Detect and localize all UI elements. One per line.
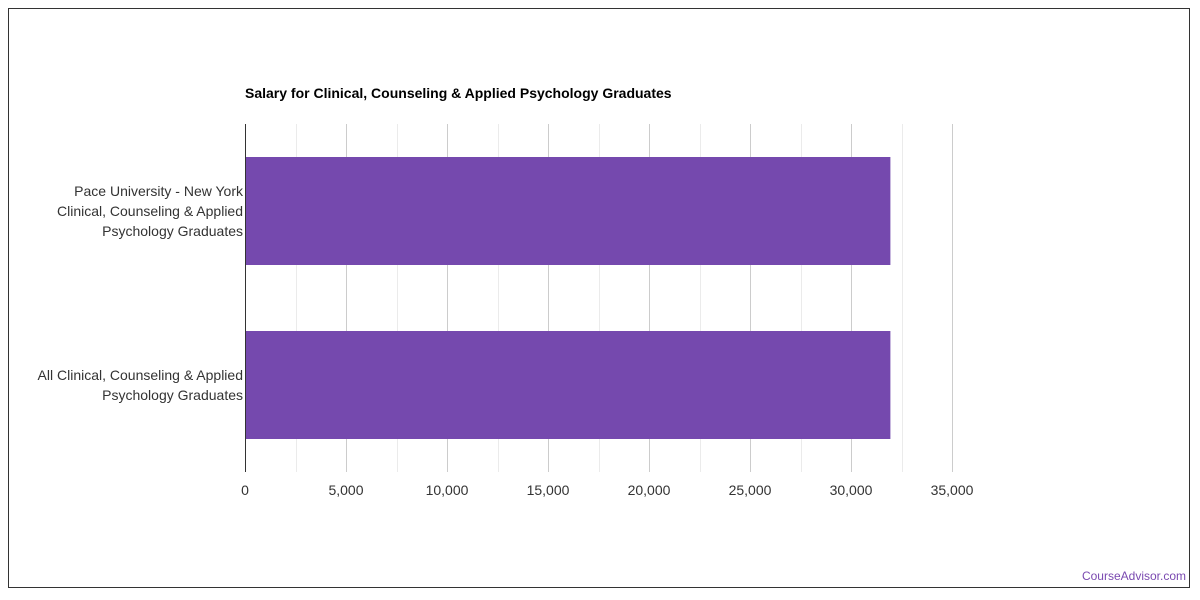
- x-tick-label: 5,000: [328, 482, 363, 498]
- bar-0[interactable]: [245, 157, 891, 265]
- x-tick-label: 0: [241, 482, 249, 498]
- x-tick-label: 15,000: [527, 482, 570, 498]
- x-tick-label: 30,000: [830, 482, 873, 498]
- chart-title: Salary for Clinical, Counseling & Applie…: [245, 85, 672, 101]
- category-label-0: Pace University - New York Clinical, Cou…: [57, 183, 243, 239]
- x-tick-label: 10,000: [426, 482, 469, 498]
- bars: [245, 157, 891, 439]
- watermark-link[interactable]: CourseAdvisor.com: [1081, 569, 1186, 583]
- x-tick-label: 35,000: [931, 482, 974, 498]
- bar-1[interactable]: [245, 331, 891, 439]
- category-label-1: All Clinical, Counseling & Applied Psych…: [37, 367, 243, 403]
- x-tick-label: 25,000: [729, 482, 772, 498]
- x-tick-label: 20,000: [628, 482, 671, 498]
- x-tick-labels: 0 5,000 10,000 15,000 20,000 25,000 30,000 35,0…: [241, 482, 974, 498]
